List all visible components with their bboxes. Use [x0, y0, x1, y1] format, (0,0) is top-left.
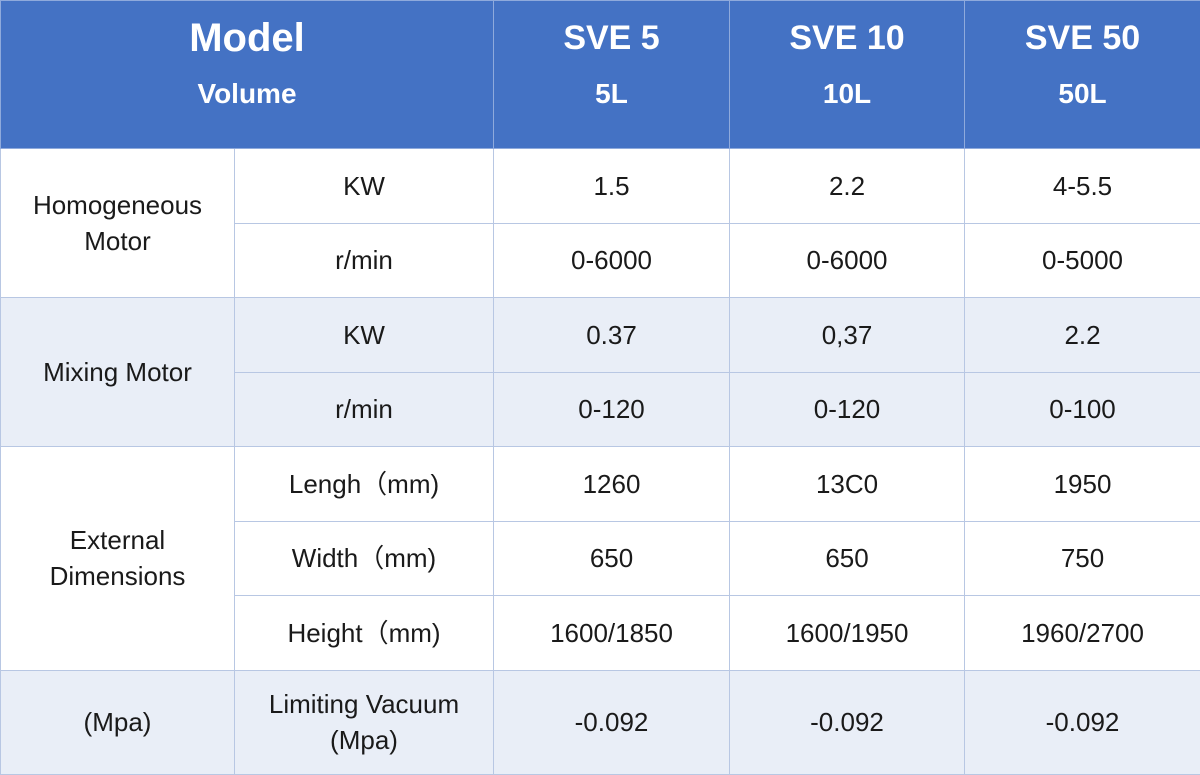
model-volume: 5L: [500, 71, 723, 117]
param-label: r/min: [235, 223, 494, 298]
group-label-homogeneous-motor: Homogeneous Motor: [1, 149, 235, 298]
group-label-mixing-motor: Mixing Motor: [1, 298, 235, 447]
param-label: KW: [235, 149, 494, 224]
param-label: Lengh（mm): [235, 447, 494, 522]
value-cell: 0.37: [494, 298, 730, 373]
model-name: SVE 10: [736, 15, 958, 61]
group-label-mpa: (Mpa): [1, 670, 235, 774]
table-row: Mixing Motor KW 0.37 0,37 2.2: [1, 298, 1200, 373]
value-cell: 1600/1950: [730, 596, 965, 671]
param-label: KW: [235, 298, 494, 373]
value-cell: 0-120: [730, 372, 965, 447]
value-cell: 13C0: [730, 447, 965, 522]
value-cell: 4-5.5: [965, 149, 1200, 224]
model-name: SVE 5: [500, 15, 723, 61]
model-column-header: SVE 10 10L: [730, 1, 965, 149]
value-cell: 0-5000: [965, 223, 1200, 298]
model-column-header: SVE 5 5L: [494, 1, 730, 149]
value-cell: 0-6000: [730, 223, 965, 298]
value-cell: 1600/1850: [494, 596, 730, 671]
param-label: Width（mm): [235, 521, 494, 596]
param-label: r/min: [235, 372, 494, 447]
group-label-external-dimensions: External Dimensions: [1, 447, 235, 671]
model-volume: 10L: [736, 71, 958, 117]
value-cell: 1950: [965, 447, 1200, 522]
value-cell: 650: [730, 521, 965, 596]
value-cell: 1260: [494, 447, 730, 522]
volume-label: Volume: [7, 71, 487, 117]
value-cell: -0.092: [965, 670, 1200, 774]
header-row: Model Volume SVE 5 5L SVE 10 10L SVE 50 …: [1, 1, 1200, 149]
table-row: (Mpa) Limiting Vacuum (Mpa) -0.092 -0.09…: [1, 670, 1200, 774]
value-cell: 1960/2700: [965, 596, 1200, 671]
value-cell: 2.2: [730, 149, 965, 224]
value-cell: 0-100: [965, 372, 1200, 447]
table-row: External Dimensions Lengh（mm) 1260 13C0 …: [1, 447, 1200, 522]
value-cell: -0.092: [494, 670, 730, 774]
value-cell: 0,37: [730, 298, 965, 373]
value-cell: 1.5: [494, 149, 730, 224]
model-column-header: SVE 50 50L: [965, 1, 1200, 149]
param-label: Height（mm): [235, 596, 494, 671]
value-cell: 0-6000: [494, 223, 730, 298]
model-name: SVE 50: [971, 15, 1194, 61]
value-cell: -0.092: [730, 670, 965, 774]
value-cell: 750: [965, 521, 1200, 596]
table-row: Homogeneous Motor KW 1.5 2.2 4-5.5: [1, 149, 1200, 224]
value-cell: 2.2: [965, 298, 1200, 373]
value-cell: 0-120: [494, 372, 730, 447]
model-header-cell: Model Volume: [1, 1, 494, 149]
model-label: Model: [7, 15, 487, 61]
param-label: Limiting Vacuum (Mpa): [235, 670, 494, 774]
value-cell: 650: [494, 521, 730, 596]
model-volume: 50L: [971, 71, 1194, 117]
